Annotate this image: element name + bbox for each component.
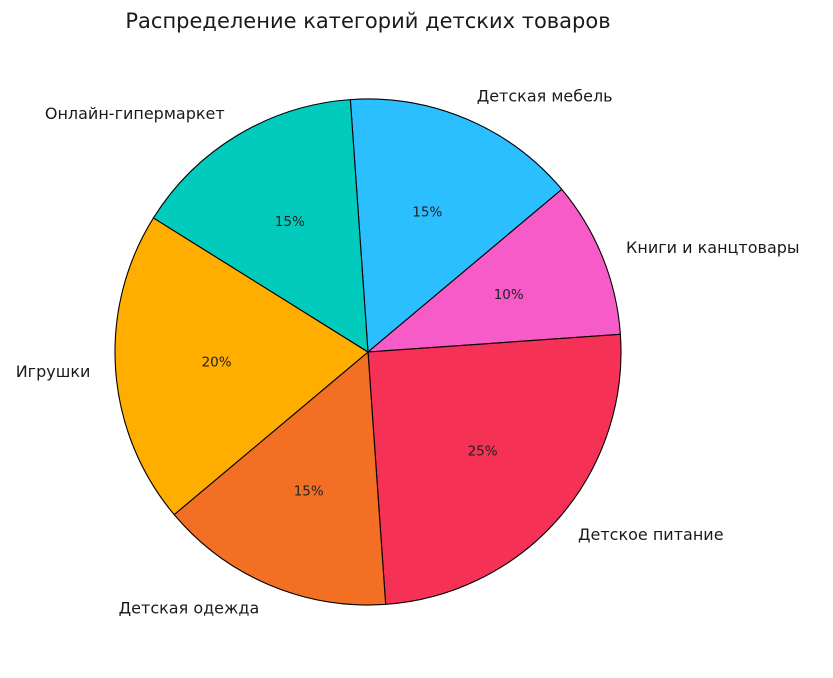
slice-4-percent-label: 15% [294, 484, 324, 500]
slice-5-percent-label: 20% [202, 355, 232, 371]
slice-3-percent-label: 25% [468, 444, 498, 460]
slice-6-percent-label: 15% [275, 214, 305, 230]
chart-title: Распределение категорий детских товаров [125, 9, 610, 33]
slice-1-wedge [349, 98, 563, 353]
slice-6-wedge [152, 99, 369, 353]
pie-slices [114, 98, 622, 606]
slice-1-percent-label: 15% [412, 204, 442, 220]
slice-5-category-label: Игрушки [16, 362, 91, 381]
slice-3-category-label: Детское питание [578, 525, 724, 544]
slice-1-category-label: Детская мебель [477, 86, 613, 105]
slice-5-wedge [114, 217, 369, 516]
slice-2-category-label: Книги и канцтовары [626, 238, 800, 257]
slice-4-category-label: Детская одежда [119, 599, 260, 618]
slice-2-wedge [367, 188, 621, 353]
percentage-labels: 15% 10% 25% 15% 20% 15% [202, 204, 524, 499]
category-labels: Детская мебель Книги и канцтовары Детское … [16, 86, 800, 617]
slice-2-percent-label: 10% [494, 287, 524, 303]
slice-3-wedge [367, 333, 622, 605]
slice-6-category-label: Онлайн-гипермаркет [45, 104, 225, 123]
slice-4-wedge [173, 351, 387, 606]
